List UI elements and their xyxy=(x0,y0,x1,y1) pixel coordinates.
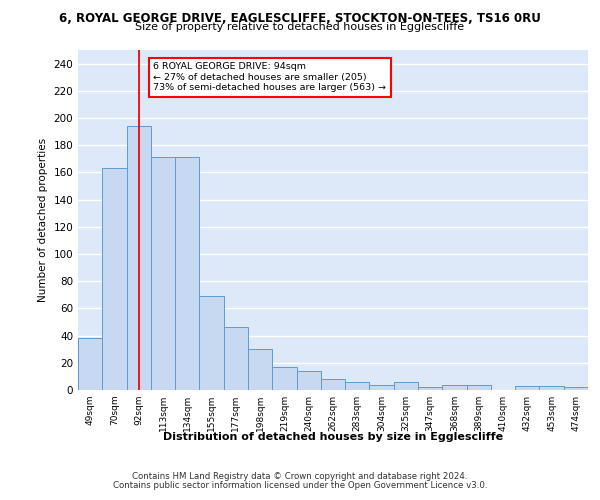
Bar xyxy=(78,338,102,390)
Bar xyxy=(394,382,418,390)
Text: Contains HM Land Registry data © Crown copyright and database right 2024.: Contains HM Land Registry data © Crown c… xyxy=(132,472,468,481)
Bar xyxy=(224,328,248,390)
Text: 6, ROYAL GEORGE DRIVE, EAGLESCLIFFE, STOCKTON-ON-TEES, TS16 0RU: 6, ROYAL GEORGE DRIVE, EAGLESCLIFFE, STO… xyxy=(59,12,541,26)
Y-axis label: Number of detached properties: Number of detached properties xyxy=(38,138,48,302)
Bar xyxy=(539,386,564,390)
Bar xyxy=(321,379,345,390)
Bar xyxy=(564,388,588,390)
Bar xyxy=(515,386,539,390)
Bar xyxy=(345,382,370,390)
Text: Size of property relative to detached houses in Egglescliffe: Size of property relative to detached ho… xyxy=(136,22,464,32)
Bar xyxy=(102,168,127,390)
Bar xyxy=(296,371,321,390)
Text: 6 ROYAL GEORGE DRIVE: 94sqm
← 27% of detached houses are smaller (205)
73% of se: 6 ROYAL GEORGE DRIVE: 94sqm ← 27% of det… xyxy=(153,62,386,92)
Bar xyxy=(175,158,199,390)
Bar xyxy=(272,367,296,390)
Bar xyxy=(199,296,224,390)
Bar xyxy=(151,158,175,390)
Bar xyxy=(467,384,491,390)
Bar xyxy=(370,384,394,390)
Bar xyxy=(418,388,442,390)
Text: Distribution of detached houses by size in Egglescliffe: Distribution of detached houses by size … xyxy=(163,432,503,442)
Bar xyxy=(248,349,272,390)
Bar xyxy=(442,384,467,390)
Text: Contains public sector information licensed under the Open Government Licence v3: Contains public sector information licen… xyxy=(113,481,487,490)
Bar xyxy=(127,126,151,390)
